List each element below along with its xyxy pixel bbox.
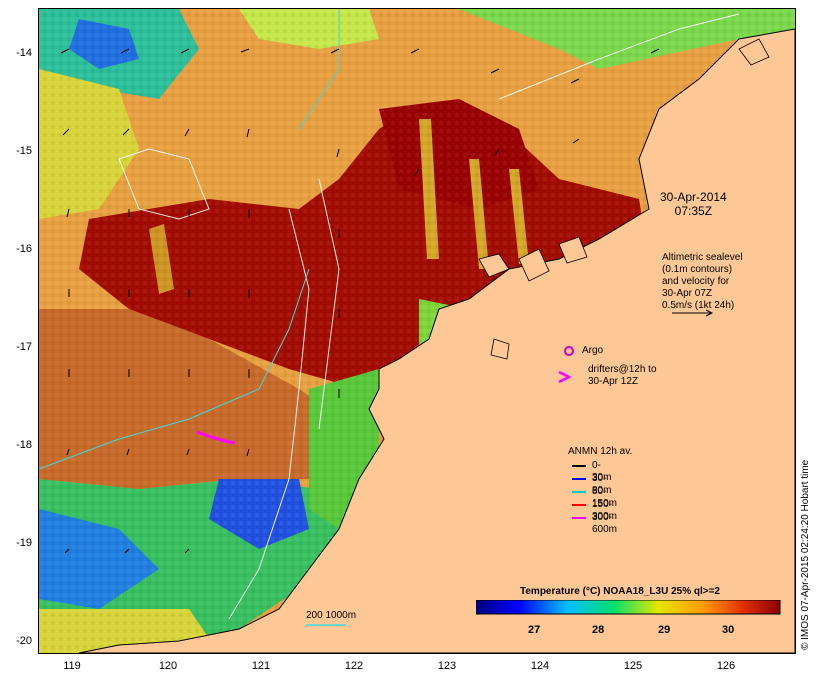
sealevel-contours — [118, 13, 740, 620]
x-tick-label: 123 — [437, 660, 457, 672]
timestamp-date: 30-Apr-2014 — [660, 190, 727, 204]
anmn-legend-label: 300-600m — [592, 512, 618, 535]
credit-text: © IMOS 07-Apr-2015 02:24:20 Hobart time — [800, 459, 811, 650]
x-tick-label: 124 — [530, 660, 550, 672]
sst-map — [38, 8, 796, 654]
altimetry-note: Altimetric sealevel (0.1m contours) and … — [662, 252, 743, 312]
y-tick-label: -14 — [16, 47, 32, 59]
y-tick-label: -20 — [16, 635, 32, 647]
y-tick-label: -17 — [16, 341, 32, 353]
depth-contours — [39, 9, 340, 470]
depth-contours-label: 200 1000m — [306, 610, 357, 621]
depth-contour-swatch — [306, 624, 346, 626]
altimetry-line: Altimetric sealevel — [662, 252, 743, 263]
altimetry-line: 30-Apr 07Z — [662, 288, 713, 299]
anmn-title: ANMN 12h av. — [568, 446, 633, 457]
colorbar-tick: 30 — [722, 624, 735, 636]
anmn-legend-label: 80-150m — [592, 486, 618, 509]
drifters-line: 30-Apr 12Z — [588, 376, 639, 387]
y-tick-label: -19 — [16, 537, 32, 549]
scale-arrow-icon — [672, 309, 714, 317]
y-tick-label: -18 — [16, 439, 32, 451]
colorbar-tick: 27 — [528, 624, 541, 636]
x-tick-label: 119 — [63, 660, 81, 672]
islands — [478, 38, 770, 360]
velocity-arrows — [60, 48, 660, 554]
anmn-legend-label: 30-80m — [592, 473, 612, 496]
y-tick-label: -15 — [16, 145, 32, 157]
x-tick-label: 125 — [623, 660, 643, 672]
legend-arrow-icon — [572, 465, 586, 467]
legend-arrow-icon — [572, 478, 586, 480]
drifters-label: drifters@12h to 30-Apr 12Z — [588, 364, 657, 388]
drifter-track — [196, 430, 236, 445]
timestamp-time: 07:35Z — [674, 204, 713, 218]
legend-arrow-icon — [572, 491, 586, 493]
drifters-line: drifters@12h to — [588, 364, 657, 375]
timestamp: 30-Apr-2014 07:35Z — [660, 190, 727, 218]
x-tick-label: 122 — [344, 660, 364, 672]
colorbar-title: Temperature (°C) NOAA18_L3U 25% ql>=2 — [520, 586, 720, 597]
argo-label: Argo — [582, 345, 604, 356]
x-tick-label: 121 — [251, 660, 271, 672]
x-tick-label: 120 — [158, 660, 178, 672]
colorbar-tick: 29 — [658, 624, 671, 636]
altimetry-line: (0.1m contours) — [662, 264, 733, 275]
altimetry-line: and velocity for — [662, 276, 730, 287]
anmn-legend-label: 150-300m — [592, 499, 618, 522]
y-tick-label: -16 — [16, 243, 32, 255]
colorbar-tick: 28 — [592, 624, 605, 636]
x-tick-label: 126 — [716, 660, 736, 672]
land-mass — [78, 28, 795, 653]
legend-arrow-icon — [572, 504, 586, 506]
colorbar — [476, 600, 781, 615]
anmn-legend-label: 0-30m — [592, 460, 612, 483]
drifter-icon — [558, 370, 571, 384]
argo-icon — [564, 346, 574, 356]
altimetry-line: 0.5m/s (1kt 24h) — [662, 300, 735, 311]
legend-arrow-icon — [572, 517, 586, 519]
sst-field — [39, 9, 795, 653]
